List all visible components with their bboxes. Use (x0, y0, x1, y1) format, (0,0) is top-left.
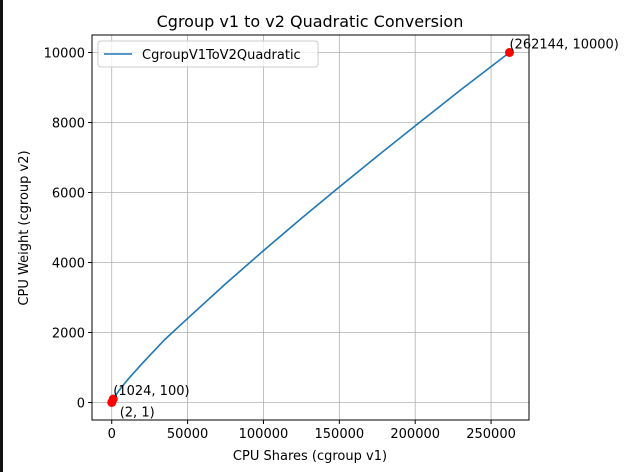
y-axis-label: CPU Weight (cgroup v2) (17, 150, 32, 305)
points: (262144, 10000) (1024, 100) (2, 1) (107, 38, 619, 420)
data-point (108, 394, 118, 404)
legend: CgroupV1ToV2Quadratic (97, 40, 319, 68)
x-tick-label: 250000 (466, 427, 516, 442)
data-point (504, 48, 514, 57)
data-point-label: (262144, 10000) (509, 38, 618, 53)
y-tick-label: 6000 (52, 187, 85, 202)
x-axis-label: CPU Shares (cgroup v1) (233, 449, 387, 464)
y-tick-label: 2000 (52, 327, 85, 342)
chart-title: Cgroup v1 to v2 Quadratic Conversion (157, 12, 464, 31)
y-tick-label: 0 (77, 397, 85, 412)
window-edge (0, 0, 3, 472)
grid (92, 35, 529, 420)
legend-box (97, 40, 319, 68)
y-tick-label: 4000 (52, 257, 85, 272)
axes-frame (91, 34, 530, 421)
ticks: 0 50000 100000 150000 200000 250000 0 2000 4000 6… (44, 47, 516, 443)
legend-label: CgroupV1ToV2Quadratic (142, 48, 301, 63)
y-tick-label: 8000 (52, 117, 85, 132)
data-point-label: (2, 1) (120, 405, 155, 420)
series-line (110, 51, 510, 403)
x-tick-label: 100000 (239, 427, 289, 442)
x-tick-label: 200000 (390, 427, 440, 442)
x-tick-label: 50000 (167, 427, 208, 442)
x-tick-label: 0 (108, 427, 116, 442)
y-tick-label: 10000 (44, 47, 85, 62)
x-tick-label: 150000 (315, 427, 365, 442)
series-line-path (110, 51, 510, 403)
data-point-label: (1024, 100) (113, 384, 189, 399)
